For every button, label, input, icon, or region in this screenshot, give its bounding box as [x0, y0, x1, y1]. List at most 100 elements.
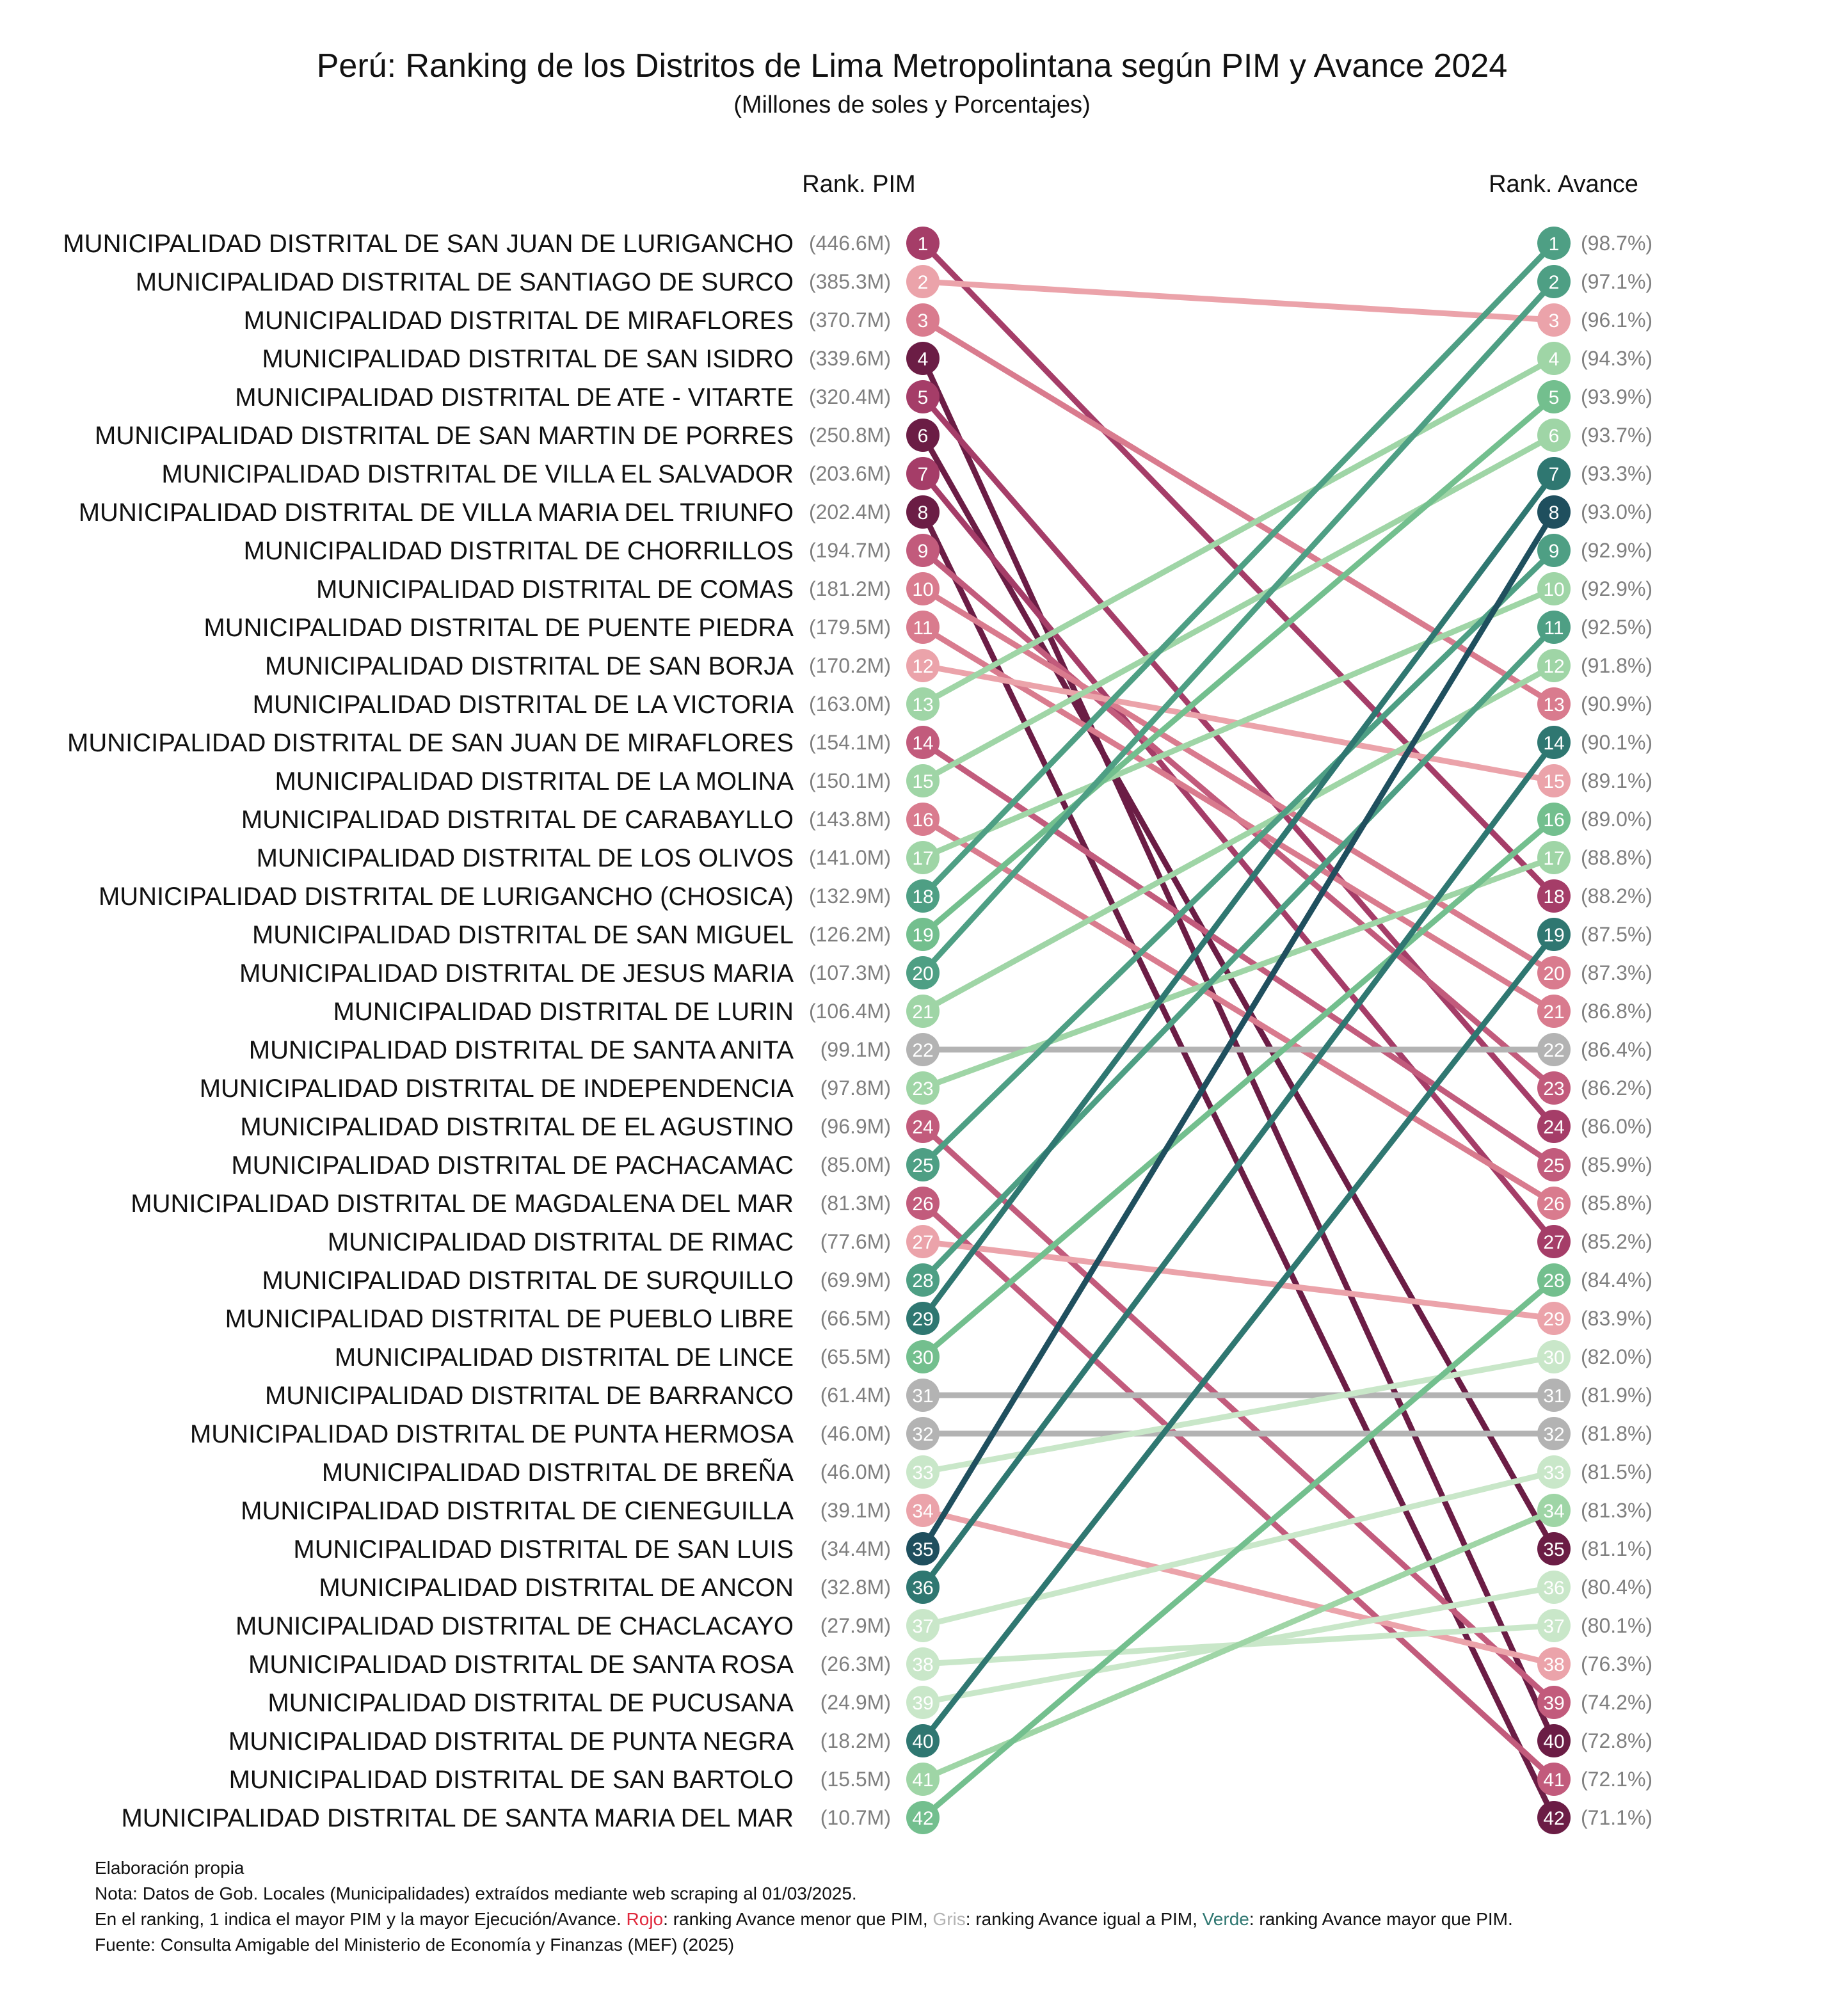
avance-value: (87.3%) — [1581, 961, 1652, 984]
avance-value: (85.2%) — [1581, 1230, 1652, 1253]
district-name: MUNICIPALIDAD DISTRITAL DE LURIGANCHO (C… — [99, 883, 794, 911]
footer-verde-desc: : ranking Avance mayor que PIM. — [1249, 1909, 1513, 1929]
pim-value: (126.2M) — [809, 923, 891, 946]
slope-line — [920, 1507, 1557, 1667]
avance-rank-label: 41 — [1543, 1770, 1564, 1791]
pim-rank-marker — [906, 303, 940, 337]
footer-rojo-desc: : ranking Avance menor que PIM, — [663, 1909, 932, 1929]
avance-value: (92.9%) — [1581, 539, 1652, 562]
pim-rank-label: 27 — [912, 1232, 933, 1253]
avance-value: (74.2%) — [1581, 1691, 1652, 1714]
footer-verde-label: Verde — [1203, 1909, 1249, 1929]
slope-line — [920, 816, 1557, 1360]
avance-rank-marker — [1537, 1455, 1571, 1489]
pim-rank-marker — [906, 1609, 940, 1642]
pim-rank-marker — [906, 995, 940, 1028]
avance-rank-label: 22 — [1543, 1040, 1564, 1061]
pim-rank-label: 11 — [913, 618, 932, 639]
avance-value: (72.8%) — [1581, 1729, 1652, 1752]
district-name: MUNICIPALIDAD DISTRITAL DE EL AGUSTINO — [240, 1113, 794, 1141]
avance-value: (80.1%) — [1581, 1614, 1652, 1637]
pim-rank-marker — [906, 1033, 940, 1066]
avance-rank-label: 17 — [1543, 848, 1564, 869]
pim-rank-marker — [906, 1263, 940, 1297]
avance-value: (97.1%) — [1581, 270, 1652, 293]
district-name: MUNICIPALIDAD DISTRITAL DE CARABAYLLO — [241, 806, 794, 834]
avance-rank-marker — [1537, 1571, 1571, 1604]
avance-rank-marker — [1537, 1379, 1571, 1412]
pim-rank-label: 9 — [918, 541, 929, 562]
district-name: MUNICIPALIDAD DISTRITAL DE SAN BARTOLO — [229, 1766, 794, 1794]
avance-rank-label: 36 — [1543, 1578, 1564, 1599]
pim-rank-label: 18 — [912, 886, 933, 908]
avance-rank-marker — [1537, 342, 1571, 375]
pim-rank-marker — [906, 1379, 940, 1412]
avance-value: (84.4%) — [1581, 1268, 1652, 1292]
avance-rank-marker — [1537, 803, 1571, 836]
pim-rank-marker — [906, 1302, 940, 1335]
pim-rank-label: 16 — [912, 810, 933, 831]
slope-line — [920, 624, 1557, 1014]
district-name: MUNICIPALIDAD DISTRITAL DE ATE - VITARTE — [235, 383, 794, 412]
avance-rank-label: 28 — [1543, 1270, 1564, 1292]
pim-value: (339.6M) — [809, 347, 891, 370]
avance-rank-label: 9 — [1549, 541, 1560, 562]
avance-rank-marker — [1537, 1110, 1571, 1143]
district-name: MUNICIPALIDAD DISTRITAL DE PACHACAMAC — [231, 1151, 794, 1180]
pim-rank-label: 8 — [918, 502, 929, 524]
pim-value: (46.0M) — [820, 1422, 891, 1445]
avance-rank-label: 14 — [1543, 733, 1564, 754]
avance-value: (87.5%) — [1581, 923, 1652, 946]
pim-value: (39.1M) — [820, 1499, 891, 1522]
district-name: MUNICIPALIDAD DISTRITAL DE SAN JUAN DE M… — [67, 729, 794, 757]
footer-gris-desc: : ranking Avance igual a PIM, — [966, 1909, 1203, 1929]
avance-rank-label: 6 — [1549, 426, 1560, 447]
pim-value: (202.4M) — [809, 500, 891, 524]
avance-rank-label: 4 — [1549, 349, 1560, 370]
pim-rank-label: 30 — [912, 1347, 933, 1368]
footer-line-2: Nota: Datos de Gob. Locales (Municipalid… — [95, 1884, 857, 1903]
pim-value: (34.4M) — [820, 1537, 891, 1560]
pim-rank-label: 3 — [918, 310, 929, 332]
pim-rank-marker — [906, 1686, 940, 1719]
district-name: MUNICIPALIDAD DISTRITAL DE PUENTE PIEDRA — [204, 614, 794, 642]
avance-rank-marker — [1537, 380, 1571, 413]
avance-value: (81.9%) — [1581, 1384, 1652, 1407]
pim-rank-marker — [906, 803, 940, 836]
district-name: MUNICIPALIDAD DISTRITAL DE LA VICTORIA — [253, 691, 794, 719]
avance-rank-marker — [1537, 918, 1571, 951]
avance-rank-label: 16 — [1543, 810, 1564, 831]
avance-rank-label: 20 — [1543, 963, 1564, 984]
slope-line — [920, 1200, 1557, 1782]
avance-rank-marker — [1537, 726, 1571, 759]
avance-rank-marker — [1537, 649, 1571, 682]
pim-value: (96.9M) — [820, 1115, 891, 1138]
pim-rank-marker — [906, 956, 940, 989]
pim-rank-label: 33 — [912, 1462, 933, 1484]
pim-value: (10.7M) — [820, 1806, 891, 1829]
district-name: MUNICIPALIDAD DISTRITAL DE COMAS — [316, 575, 794, 604]
pim-value: (194.7M) — [809, 539, 891, 562]
pim-rank-label: 20 — [912, 963, 933, 984]
pim-value: (81.3M) — [820, 1192, 891, 1215]
slope-line — [920, 854, 1557, 1091]
slope-line — [920, 547, 1557, 1168]
avance-rank-marker — [1537, 956, 1571, 989]
district-name: MUNICIPALIDAD DISTRITAL DE MAGDALENA DEL… — [131, 1190, 794, 1218]
avance-rank-marker — [1537, 1801, 1571, 1834]
pim-value: (385.3M) — [809, 270, 891, 293]
pim-rank-marker — [906, 1647, 940, 1681]
pim-rank-marker — [906, 687, 940, 721]
pim-value: (65.5M) — [820, 1345, 891, 1368]
avance-value: (76.3%) — [1581, 1652, 1652, 1676]
avance-value: (81.1%) — [1581, 1537, 1652, 1560]
pim-rank-label: 24 — [912, 1117, 933, 1138]
pim-rank-label: 32 — [912, 1424, 933, 1445]
avance-rank-marker — [1537, 534, 1571, 567]
slope-line — [920, 432, 1557, 1552]
avance-rank-label: 33 — [1543, 1462, 1564, 1484]
avance-rank-marker — [1537, 1647, 1571, 1681]
avance-value: (93.0%) — [1581, 500, 1652, 524]
avance-rank-marker — [1537, 457, 1571, 490]
